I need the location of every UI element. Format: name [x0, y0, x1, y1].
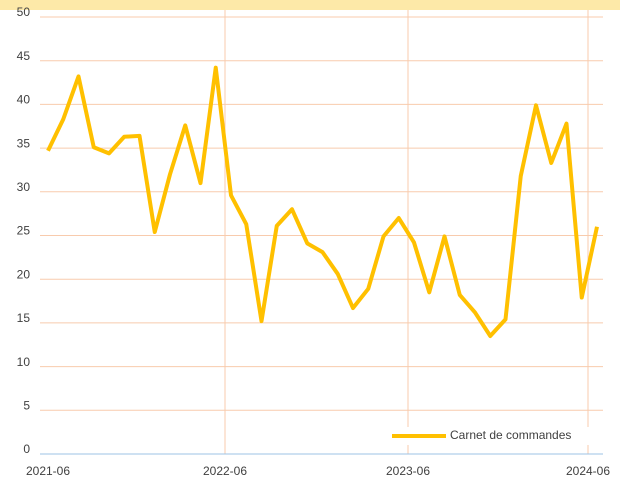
- top-band: [0, 0, 620, 10]
- y-tick-label: 0: [23, 442, 30, 456]
- data-line: [46, 65, 599, 339]
- x-tick-label: 2024-06: [566, 464, 610, 478]
- y-tick-label: 20: [17, 267, 31, 281]
- y-tick-label: 35: [17, 136, 31, 150]
- y-tick-label: 5: [23, 398, 30, 412]
- y-tick-label: 45: [17, 49, 31, 63]
- y-tick-label: 10: [17, 355, 31, 369]
- y-tick-label: 25: [17, 224, 31, 238]
- x-tick-label: 2023-06: [386, 464, 430, 478]
- y-tick-label: 30: [17, 180, 31, 194]
- legend-label: Carnet de commandes: [450, 428, 571, 442]
- x-tick-label: 2021-06: [26, 464, 70, 478]
- y-tick-label: 50: [17, 5, 31, 19]
- y-tick-label: 40: [17, 93, 31, 107]
- x-tick-label: 2022-06: [203, 464, 247, 478]
- legend-box: [388, 427, 602, 445]
- y-tick-label: 15: [17, 311, 31, 325]
